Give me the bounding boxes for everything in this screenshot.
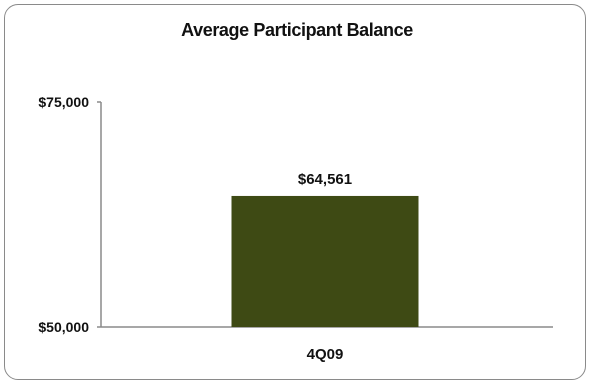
y-tick-label: $75,000 [38,94,89,110]
chart-title: Average Participant Balance [181,20,413,40]
bar-data-label: $64,561 [298,171,352,188]
x-tick-label: 4Q09 [307,346,344,363]
y-tick-label: $50,000 [38,319,89,335]
bar [231,195,419,327]
